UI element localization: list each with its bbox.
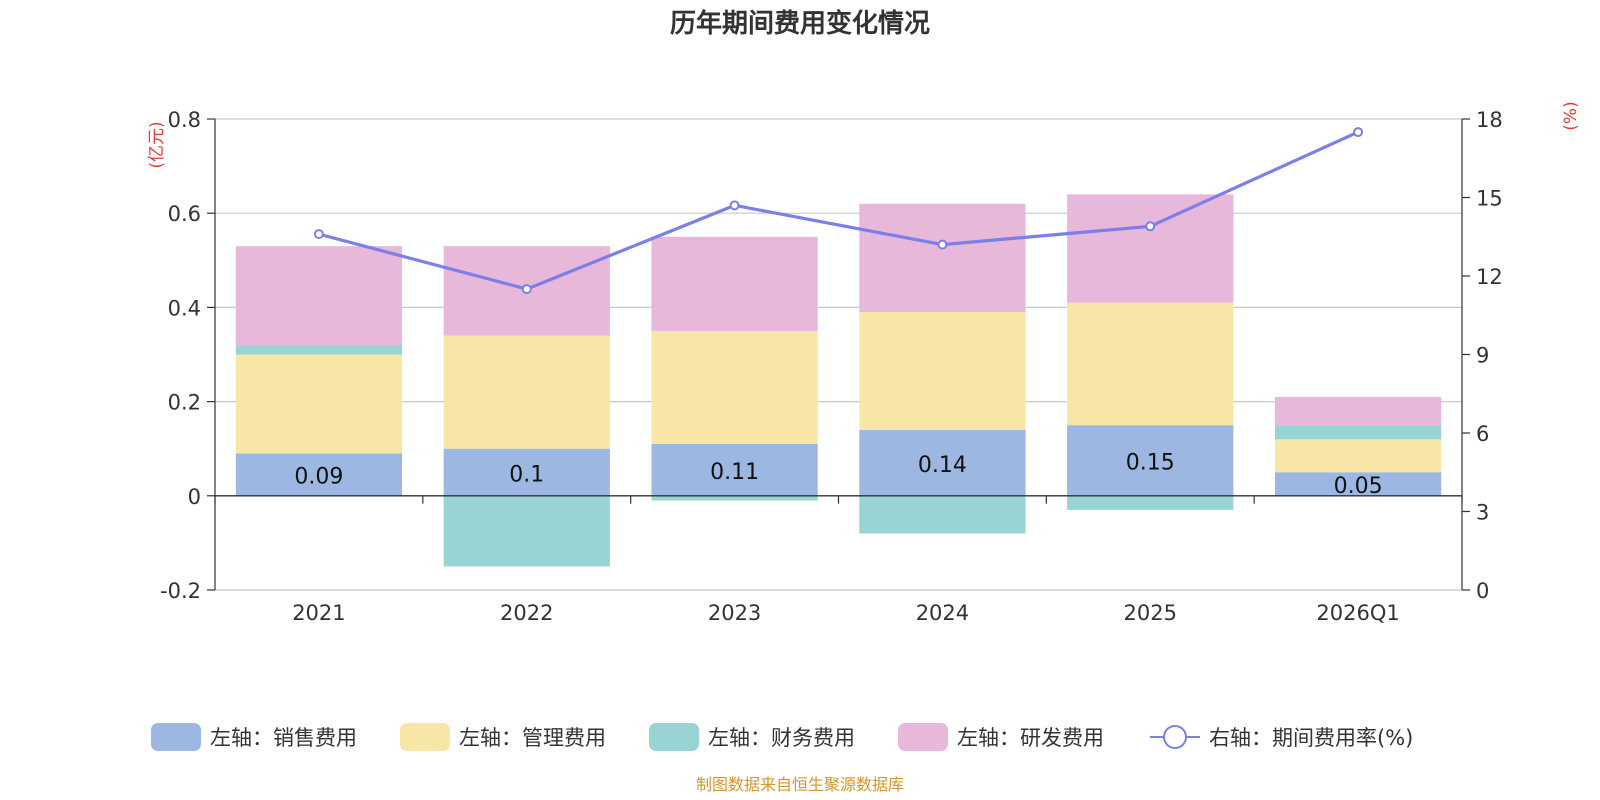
source-note: 制图数据来自恒生聚源数据库 xyxy=(696,775,904,794)
right-axis-tick-label: 0 xyxy=(1476,579,1489,603)
bar-segment[interactable] xyxy=(1274,439,1442,473)
left-axis-tick-label: 0.4 xyxy=(168,296,201,320)
bar-segment[interactable] xyxy=(1067,302,1234,426)
bar-segment[interactable] xyxy=(1067,495,1234,510)
bar-segment[interactable] xyxy=(235,453,403,496)
x-axis-category-label: 2022 xyxy=(500,601,553,625)
legend-label[interactable]: 左轴：销售费用 xyxy=(210,726,357,750)
left-axis-tick-label: 0.6 xyxy=(168,202,201,226)
bar-data-label: 0.05 xyxy=(1334,474,1383,499)
bar-segment[interactable] xyxy=(651,236,818,331)
line-series-point[interactable] xyxy=(521,284,532,295)
legend-label[interactable]: 左轴：财务费用 xyxy=(708,726,855,750)
bar-segment[interactable] xyxy=(651,330,818,444)
bar-segment[interactable] xyxy=(235,246,403,346)
bar-data-label: 0.1 xyxy=(509,462,544,487)
left-axis-tick-label: 0 xyxy=(188,485,201,509)
right-axis-tick-label: 9 xyxy=(1476,344,1489,368)
line-series-point[interactable] xyxy=(1353,127,1364,138)
line-series-point[interactable] xyxy=(313,229,324,240)
bar-segment[interactable] xyxy=(235,354,403,454)
bar-segment[interactable] xyxy=(443,495,610,567)
legend-label[interactable]: 左轴：研发费用 xyxy=(957,726,1104,750)
bar-data-label: 0.14 xyxy=(918,453,967,478)
bar-segment[interactable] xyxy=(1067,425,1234,496)
legend-marker-icon xyxy=(1163,725,1187,749)
bar-segment[interactable] xyxy=(651,495,818,501)
bar-segment[interactable] xyxy=(443,448,610,496)
grid-lines xyxy=(215,118,1462,591)
data-labels: 0.09 0.1 0.11 0.14 0.15 0.05 xyxy=(294,450,1382,499)
line-series-point[interactable] xyxy=(1145,221,1156,232)
bar-segment[interactable] xyxy=(859,203,1026,313)
bar-segment[interactable] xyxy=(859,312,1026,430)
bar-segment[interactable] xyxy=(1274,472,1442,496)
right-axis-tick-label: 12 xyxy=(1476,265,1503,289)
bar-segment[interactable] xyxy=(235,345,403,355)
line-series-point[interactable] xyxy=(729,200,740,211)
right-axis-tick-label: 3 xyxy=(1476,501,1489,525)
left-axis-tick-label: -0.2 xyxy=(160,579,201,603)
line-series-point[interactable] xyxy=(937,239,948,250)
right-axis-tick-label: 15 xyxy=(1476,187,1503,211)
bar-segment[interactable] xyxy=(1274,425,1442,440)
legend-swatch[interactable] xyxy=(151,723,201,751)
legend-label[interactable]: 左轴：管理费用 xyxy=(459,726,606,750)
left-axis-tick-label: 0.8 xyxy=(168,108,201,132)
line-series-path xyxy=(318,130,1359,291)
right-axis-tick-label: 6 xyxy=(1476,422,1489,446)
bar-segment[interactable] xyxy=(1274,396,1442,426)
line-series-layer xyxy=(313,127,1364,295)
axes: -0.2 0 0.2 0.4 0.6 0.8 0 3 6 9 12 15 18 2021 2022 2023 2… xyxy=(160,108,1503,625)
legend-swatch[interactable] xyxy=(898,723,948,751)
bar-segment[interactable] xyxy=(859,429,1026,496)
x-axis-category-label: 2026Q1 xyxy=(1316,601,1399,625)
legend-swatch[interactable] xyxy=(649,723,699,751)
legend-swatch[interactable] xyxy=(400,723,450,751)
bar-data-label: 0.11 xyxy=(710,460,759,485)
bar-segment[interactable] xyxy=(1067,194,1234,303)
bar-segment[interactable] xyxy=(651,443,818,496)
bar-data-label: 0.15 xyxy=(1126,450,1175,475)
bar-data-label: 0.09 xyxy=(294,465,343,490)
right-axis-unit: (%) xyxy=(1561,101,1581,130)
x-axis-category-label: 2025 xyxy=(1124,601,1177,625)
x-axis-category-label: 2023 xyxy=(708,601,761,625)
bar-segment[interactable] xyxy=(443,335,610,449)
bar-layer xyxy=(235,194,1442,567)
legend-label[interactable]: 右轴：期间费用率(%) xyxy=(1209,726,1413,750)
legend[interactable]: 左轴：销售费用 左轴：管理费用 左轴：财务费用 左轴：研发费用 右轴：期间费用率(%) xyxy=(151,723,1413,751)
left-axis-unit: (亿元) xyxy=(147,121,167,168)
bar-segment[interactable] xyxy=(859,495,1026,534)
x-axis-category-label: 2021 xyxy=(292,601,345,625)
left-axis-tick-label: 0.2 xyxy=(168,391,201,415)
chart-title: 历年期间费用变化情况 xyxy=(670,8,930,39)
right-axis-tick-label: 18 xyxy=(1476,108,1503,132)
x-axis-category-label: 2024 xyxy=(916,601,969,625)
